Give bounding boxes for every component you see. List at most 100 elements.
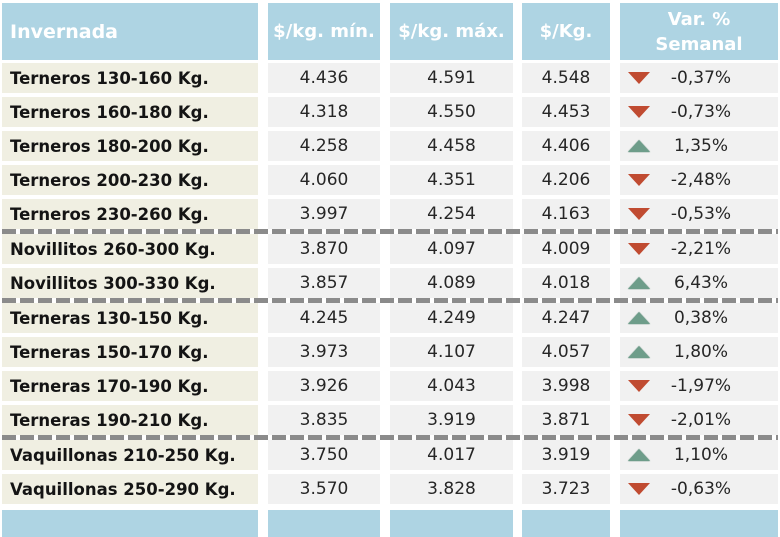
column-gap [610,165,620,195]
header-variation-line2: Semanal [655,33,743,55]
column-gap [258,165,268,195]
min-price-cell: 3.750 [268,440,380,470]
min-price-cell: 4.060 [268,165,380,195]
max-price-cell: 4.089 [390,268,513,298]
min-price-cell: 3.857 [268,268,380,298]
column-gap [258,474,268,504]
weekly-variation-cell: 1,35% [620,131,778,161]
column-gap [513,131,522,161]
column-gap [513,63,522,93]
column-gap [610,3,620,60]
table-row: Vaquillonas 250-290 Kg. 3.570 3.828 3.72… [2,474,778,504]
trend-up-icon [628,346,650,358]
weekly-variation-cell: -2,21% [620,234,778,264]
column-gap [380,371,390,401]
avg-price-cell: 4.453 [522,97,610,127]
avg-price-cell: 3.723 [522,474,610,504]
min-price-cell: 4.258 [268,131,380,161]
table-row: Novillitos 260-300 Kg. 3.870 4.097 4.009… [2,234,778,264]
weekly-variation-cell: 1,10% [620,440,778,470]
min-price-cell: 3.926 [268,371,380,401]
max-price-cell: 4.550 [390,97,513,127]
column-gap [610,199,620,229]
table-row: Terneras 150-170 Kg. 3.973 4.107 4.057 1… [2,337,778,367]
variation-value: -2,01% [670,410,732,430]
avg-price-cell: 4.163 [522,199,610,229]
variation-value: 0,38% [673,308,728,328]
trend-up-icon [628,277,650,289]
min-price-cell: 3.997 [268,199,380,229]
column-gap [258,268,268,298]
footer-cell [390,510,513,537]
column-gap [380,405,390,435]
trend-up-icon [628,449,650,461]
column-gap [258,371,268,401]
table-row: Terneras 130-150 Kg. 4.245 4.249 4.247 0… [2,303,778,333]
max-price-cell: 3.828 [390,474,513,504]
trend-down-icon [628,483,650,495]
min-price-cell: 3.973 [268,337,380,367]
column-gap [380,440,390,470]
weekly-variation-cell: 0,38% [620,303,778,333]
avg-price-cell: 4.009 [522,234,610,264]
avg-price-cell: 4.018 [522,268,610,298]
column-gap [380,510,390,537]
header-invernada: Invernada [2,3,258,60]
max-price-cell: 3.919 [390,405,513,435]
max-price-cell: 4.254 [390,199,513,229]
column-gap [610,63,620,93]
weekly-variation-cell: -2,01% [620,405,778,435]
header-weekly-variation: Var. % Semanal [620,3,778,60]
column-gap [513,303,522,333]
column-gap [513,165,522,195]
variation-value: -0,53% [670,204,732,224]
max-price-cell: 4.591 [390,63,513,93]
variation-value: -0,37% [670,68,732,88]
column-gap [513,440,522,470]
column-gap [380,97,390,127]
avg-price-cell: 3.998 [522,371,610,401]
column-gap [258,303,268,333]
weekly-variation-cell: 1,80% [620,337,778,367]
table-row: Terneros 230-260 Kg. 3.997 4.254 4.163 -… [2,199,778,229]
category-cell: Vaquillonas 210-250 Kg. [2,440,258,470]
column-gap [513,97,522,127]
footer-cell [522,510,610,537]
column-gap [380,337,390,367]
column-gap [380,474,390,504]
footer-cell [2,510,258,537]
trend-down-icon [628,174,650,186]
trend-down-icon [628,106,650,118]
min-price-cell: 3.570 [268,474,380,504]
column-gap [258,97,268,127]
column-gap [380,234,390,264]
column-gap [258,199,268,229]
column-gap [513,510,522,537]
column-gap [610,234,620,264]
category-cell: Terneras 130-150 Kg. [2,303,258,333]
group-separator [2,298,778,303]
group-separator [2,435,778,440]
table-row: Vaquillonas 210-250 Kg. 3.750 4.017 3.91… [2,440,778,470]
column-gap [380,63,390,93]
variation-value: -0,73% [670,102,732,122]
weekly-variation-cell: -2,48% [620,165,778,195]
avg-price-cell: 3.919 [522,440,610,470]
table-row: Novillitos 300-330 Kg. 3.857 4.089 4.018… [2,268,778,298]
column-gap [610,268,620,298]
min-price-cell: 4.245 [268,303,380,333]
column-gap [258,337,268,367]
max-price-cell: 4.107 [390,337,513,367]
column-gap [258,3,268,60]
column-gap [258,405,268,435]
column-gap [513,371,522,401]
trend-down-icon [628,72,650,84]
category-cell: Terneras 170-190 Kg. [2,371,258,401]
min-price-cell: 4.318 [268,97,380,127]
column-gap [513,199,522,229]
table-row: Terneros 200-230 Kg. 4.060 4.351 4.206 -… [2,165,778,195]
table-footer [2,510,778,537]
trend-down-icon [628,243,650,255]
trend-down-icon [628,414,650,426]
